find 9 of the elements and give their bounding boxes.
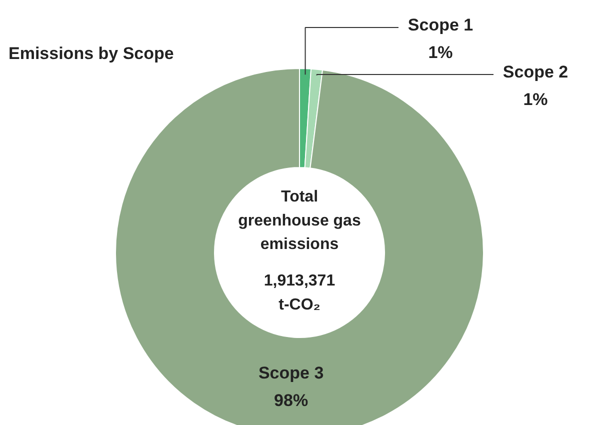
- slice-label: Scope 2: [502, 62, 568, 82]
- slice-label: Scope 3: [258, 363, 324, 382]
- text: Total greenhouse gas emissions: [238, 188, 361, 254]
- data-label: 1%: [428, 43, 453, 62]
- data-label: 1%: [523, 90, 548, 110]
- slice-label: Scope 1: [408, 16, 474, 34]
- data-label: 98%: [274, 391, 308, 410]
- text: 1,913,371 t-CO₂: [264, 272, 336, 314]
- text: Emissions by Scope: [8, 44, 174, 63]
